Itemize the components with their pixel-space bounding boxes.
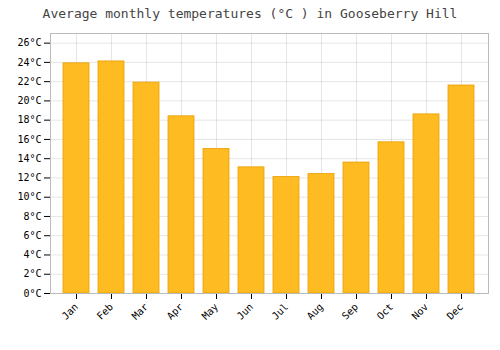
svg-text:26°C: 26°C [17, 37, 41, 48]
svg-text:Jul: Jul [270, 301, 291, 322]
svg-text:2°C: 2°C [23, 268, 41, 279]
svg-text:4°C: 4°C [23, 249, 41, 260]
svg-text:12°C: 12°C [17, 172, 41, 183]
svg-text:Jan: Jan [60, 301, 81, 322]
svg-text:Jun: Jun [235, 301, 256, 322]
svg-text:Apr: Apr [165, 301, 186, 322]
svg-text:8°C: 8°C [23, 211, 41, 222]
svg-text:Mar: Mar [130, 301, 151, 322]
svg-text:Aug: Aug [305, 301, 326, 322]
svg-text:Feb: Feb [95, 301, 116, 322]
svg-text:24°C: 24°C [17, 57, 41, 68]
svg-text:Dec: Dec [445, 301, 466, 322]
svg-text:Oct: Oct [375, 301, 396, 322]
svg-text:16°C: 16°C [17, 134, 41, 145]
svg-text:10°C: 10°C [17, 191, 41, 202]
svg-text:Sep: Sep [340, 301, 361, 322]
svg-text:22°C: 22°C [17, 76, 41, 87]
svg-text:6°C: 6°C [23, 230, 41, 241]
svg-text:Nov: Nov [410, 301, 431, 322]
svg-text:0°C: 0°C [23, 288, 41, 299]
svg-text:14°C: 14°C [17, 153, 41, 164]
html-text:Average monthly temperatures (: Average monthly temperatures (°C ) in Go… [42, 6, 458, 21]
svg-text:May: May [200, 301, 221, 322]
svg-text:20°C: 20°C [17, 95, 41, 106]
svg-text:18°C: 18°C [17, 114, 41, 125]
